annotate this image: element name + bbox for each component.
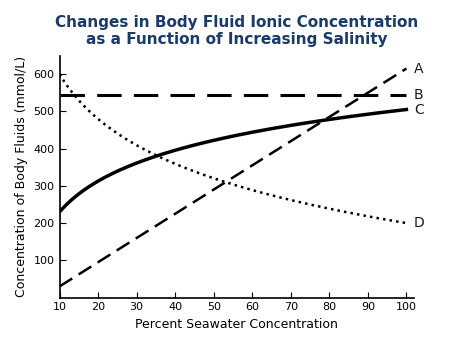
Title: Changes in Body Fluid Ionic Concentration
as a Function of Increasing Salinity: Changes in Body Fluid Ionic Concentratio… [55,15,419,47]
Text: C: C [414,102,424,117]
X-axis label: Percent Seawater Concentration: Percent Seawater Concentration [135,318,338,331]
Y-axis label: Concentration of Body Fluids (mmol/L): Concentration of Body Fluids (mmol/L) [15,56,28,297]
Text: D: D [414,216,425,230]
Text: B: B [414,88,424,102]
Text: A: A [414,62,424,75]
